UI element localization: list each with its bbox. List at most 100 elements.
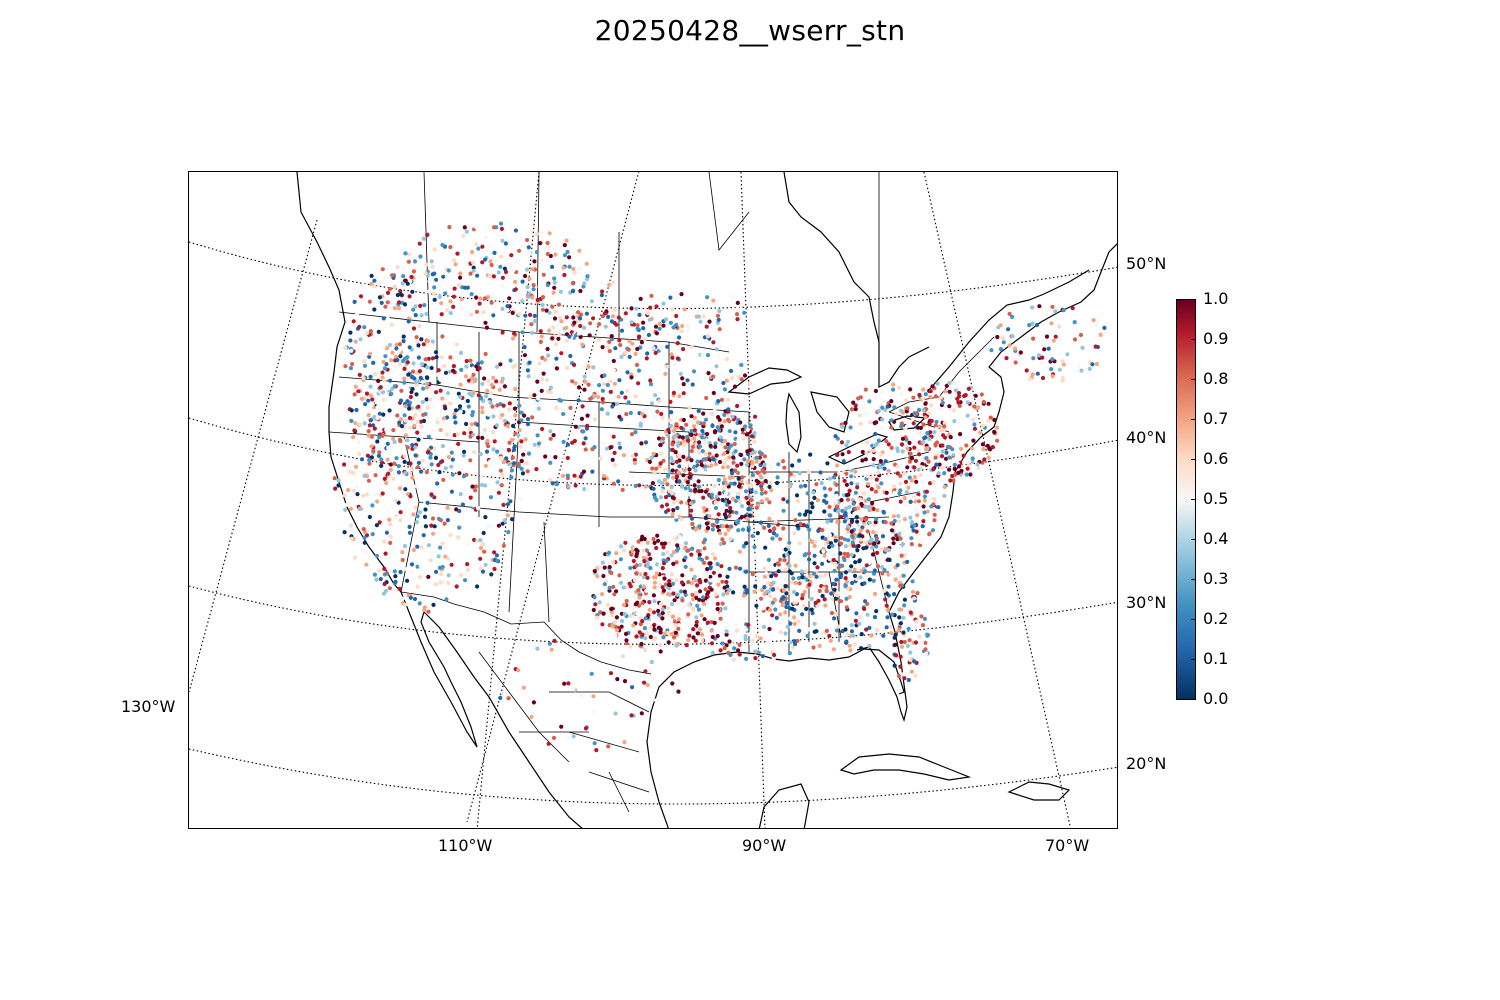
station-point xyxy=(869,487,874,492)
station-point xyxy=(611,584,616,589)
station-point xyxy=(351,488,356,493)
station-point xyxy=(408,461,413,466)
station-point xyxy=(874,538,879,543)
station-point xyxy=(470,410,475,415)
station-point xyxy=(494,364,500,369)
station-point xyxy=(867,643,872,649)
station-point xyxy=(867,577,872,582)
station-point xyxy=(379,463,384,468)
station-point xyxy=(402,543,408,549)
station-point xyxy=(377,411,382,416)
station-point xyxy=(489,262,494,268)
station-point xyxy=(549,651,554,656)
station-point xyxy=(767,484,772,489)
station-point xyxy=(411,326,417,331)
station-point xyxy=(857,533,863,538)
station-point xyxy=(439,355,444,360)
station-point xyxy=(699,528,704,533)
station-point xyxy=(698,319,703,324)
station-point xyxy=(886,572,891,577)
station-point xyxy=(513,279,518,284)
station-point xyxy=(972,426,978,431)
station-point xyxy=(705,525,711,531)
station-point xyxy=(465,398,470,404)
station-point xyxy=(879,452,884,457)
station-point xyxy=(607,339,612,344)
station-point xyxy=(732,646,737,651)
station-point xyxy=(852,642,857,647)
station-point xyxy=(517,428,522,433)
station-point xyxy=(686,612,691,617)
station-point xyxy=(571,266,576,271)
station-point xyxy=(471,432,476,437)
station-point xyxy=(492,250,497,255)
station-point xyxy=(660,579,665,584)
station-point xyxy=(458,382,463,387)
station-point xyxy=(476,246,481,251)
station-point xyxy=(860,458,865,463)
station-point xyxy=(759,499,764,504)
station-point xyxy=(661,323,666,328)
station-point xyxy=(1049,367,1054,372)
station-point xyxy=(675,592,680,597)
station-point xyxy=(597,565,602,570)
station-point xyxy=(695,420,701,425)
station-point xyxy=(1006,327,1011,332)
station-point xyxy=(924,456,929,461)
station-point xyxy=(398,354,403,359)
station-point xyxy=(917,634,922,639)
station-point xyxy=(348,460,353,465)
station-point xyxy=(383,304,388,309)
station-point xyxy=(573,483,578,488)
station-point xyxy=(682,307,687,312)
station-point xyxy=(901,615,906,620)
station-point xyxy=(931,479,936,485)
station-point xyxy=(980,423,986,428)
station-point xyxy=(552,285,557,290)
station-point xyxy=(394,346,399,351)
station-point xyxy=(766,523,771,528)
station-point xyxy=(859,646,864,651)
station-point xyxy=(679,500,684,505)
station-point xyxy=(438,545,443,550)
station-point xyxy=(880,571,885,576)
station-point xyxy=(367,461,372,466)
station-point xyxy=(600,592,605,597)
station-point xyxy=(490,404,495,409)
station-point xyxy=(891,514,897,519)
station-point xyxy=(637,595,642,600)
station-point xyxy=(878,459,883,464)
station-point xyxy=(425,500,430,505)
station-point xyxy=(936,505,941,510)
station-point xyxy=(717,428,722,433)
station-point xyxy=(636,381,641,386)
station-point xyxy=(899,392,904,397)
station-point xyxy=(683,541,689,546)
station-point xyxy=(815,498,820,503)
station-point xyxy=(498,221,504,226)
station-point xyxy=(614,322,619,327)
station-point xyxy=(807,582,812,587)
station-point xyxy=(1046,346,1051,351)
station-point xyxy=(621,453,627,458)
station-point xyxy=(641,548,646,553)
station-point xyxy=(1030,321,1035,326)
station-point xyxy=(585,487,590,493)
station-point xyxy=(395,265,400,270)
station-point xyxy=(827,556,832,561)
station-point xyxy=(548,385,553,390)
station-point xyxy=(932,512,937,517)
station-point xyxy=(916,499,922,504)
station-point xyxy=(936,471,941,476)
station-point xyxy=(709,492,715,497)
station-point xyxy=(516,433,521,438)
station-point xyxy=(419,545,424,550)
station-point xyxy=(443,394,449,399)
station-point xyxy=(768,480,773,485)
station-point xyxy=(844,506,849,511)
station-point xyxy=(639,441,644,446)
station-point xyxy=(503,263,508,268)
station-point xyxy=(725,591,730,596)
station-point xyxy=(724,491,729,496)
station-point xyxy=(384,346,389,351)
